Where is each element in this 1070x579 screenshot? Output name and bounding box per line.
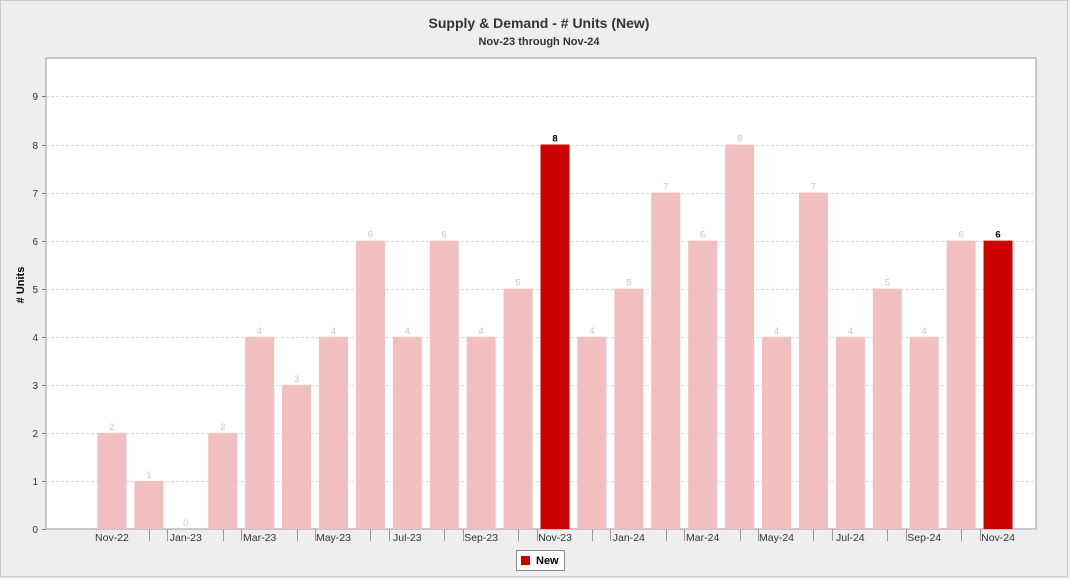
data-label-mar-23: 4: [257, 326, 262, 337]
chart-subtitle: Nov-23 through Nov-24: [478, 36, 600, 48]
x-tick-label: Jan-23: [170, 532, 202, 544]
x-tick-label: May-23: [316, 532, 351, 544]
chart-title: Supply & Demand - # Units (New): [428, 15, 650, 31]
x-tick-label: May-24: [759, 532, 794, 544]
data-label-aug-24: 5: [885, 278, 890, 289]
y-tick-label: 1: [32, 477, 38, 488]
x-tick-label: Jan-24: [613, 532, 645, 544]
data-label-oct-23: 5: [515, 278, 520, 289]
bar-jun-23: [355, 240, 385, 529]
x-tick-label: Jul-24: [836, 532, 865, 544]
bar-may-23: [318, 336, 348, 529]
data-label-aug-23: 6: [442, 230, 447, 241]
bar-dec-22: [134, 480, 164, 529]
x-tick-label: Sep-23: [464, 532, 498, 544]
bar-mar-23: [245, 336, 275, 529]
bar-may-24: [762, 336, 792, 529]
y-tick-label: 8: [32, 141, 38, 152]
data-label-oct-24: 6: [958, 230, 963, 241]
x-tick-label: Nov-23: [538, 532, 572, 544]
data-label-feb-23: 2: [220, 422, 225, 433]
data-label-feb-24: 7: [663, 182, 668, 193]
bar-sep-24: [909, 336, 939, 529]
data-label-jan-23: 0: [183, 518, 188, 529]
bar-aug-23: [429, 240, 459, 529]
bar-nov-22: [97, 432, 127, 529]
bar-sep-23: [466, 336, 496, 529]
bar-feb-24: [651, 192, 681, 530]
x-tick-label: Mar-23: [243, 532, 276, 544]
x-tick-label: Nov-22: [95, 532, 129, 544]
y-tick-label: 5: [32, 285, 38, 296]
data-label-sep-24: 4: [922, 326, 927, 337]
y-tick-label: 9: [32, 92, 38, 103]
bar-nov-23: [540, 144, 570, 530]
data-label-apr-24: 8: [737, 134, 742, 145]
bar-jan-24: [614, 288, 644, 529]
data-label-may-24: 4: [774, 326, 779, 337]
data-label-mar-24: 6: [700, 230, 705, 241]
bar-oct-23: [503, 288, 533, 529]
bar-jun-24: [798, 192, 828, 530]
x-tick-label: Sep-24: [907, 532, 941, 544]
legend-label-new: New: [536, 554, 559, 567]
x-tick-label: Mar-24: [686, 532, 719, 544]
data-label-may-23: 4: [331, 326, 336, 337]
bar-apr-24: [725, 144, 755, 530]
data-label-apr-23: 3: [294, 374, 299, 385]
bar-feb-23: [208, 432, 238, 529]
y-tick-label: 3: [32, 381, 38, 392]
legend: New: [516, 550, 565, 571]
data-label-jan-24: 5: [626, 278, 631, 289]
y-axis-label: # Units: [15, 266, 27, 304]
x-tick-label: Nov-24: [981, 532, 1015, 544]
data-label-nov-23: 8: [552, 134, 557, 145]
y-tick-label: 6: [32, 237, 38, 248]
data-label-dec-22: 1: [146, 470, 151, 481]
data-label-dec-23: 4: [589, 326, 594, 337]
bar-mar-24: [688, 240, 718, 529]
bar-aug-24: [872, 288, 902, 529]
bar-dec-23: [577, 336, 607, 529]
y-tick-label: 7: [32, 189, 38, 200]
x-tick-label: Jul-23: [393, 532, 422, 544]
y-tick-label: 4: [32, 333, 38, 344]
y-tick-label: 0: [32, 525, 38, 536]
bar-jul-24: [835, 336, 865, 529]
bar-jul-23: [392, 336, 422, 529]
data-label-jul-23: 4: [405, 326, 410, 337]
bar-apr-23: [282, 384, 312, 529]
data-label-nov-22: 2: [109, 422, 114, 433]
data-label-jul-24: 4: [848, 326, 853, 337]
bar-nov-24: [983, 240, 1013, 529]
data-label-jun-24: 7: [811, 182, 816, 193]
y-tick-label: 2: [32, 429, 38, 440]
bar-oct-24: [946, 240, 976, 529]
data-label-nov-24: 6: [995, 230, 1000, 241]
data-label-jun-23: 6: [368, 230, 373, 241]
data-label-sep-23: 4: [479, 326, 484, 337]
legend-swatch-new: [521, 556, 530, 565]
